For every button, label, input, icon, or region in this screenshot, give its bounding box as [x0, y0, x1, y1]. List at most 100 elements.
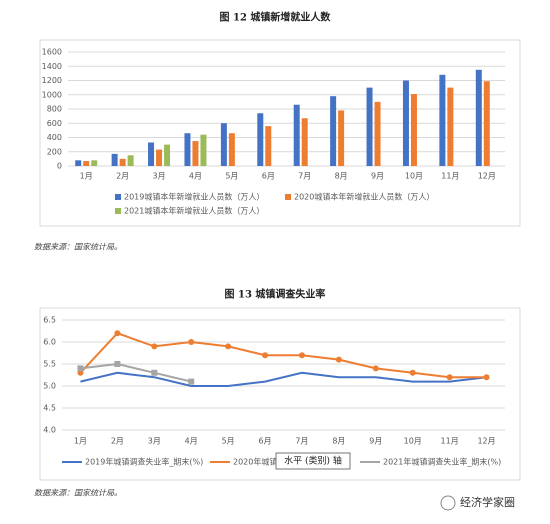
bar — [410, 94, 417, 166]
chart-title: 图 13 城镇调查失业率 — [225, 288, 326, 301]
source-note: 数据来源：国家统计局。 — [34, 243, 122, 252]
x-tick-label: 9月 — [369, 437, 382, 446]
tooltip-box — [275, 452, 351, 470]
point — [262, 352, 269, 359]
point — [114, 330, 121, 337]
point — [372, 365, 379, 372]
bar — [91, 160, 98, 166]
x-tick-label: 9月 — [371, 172, 384, 181]
legend-swatch — [115, 208, 121, 214]
bar — [83, 161, 90, 166]
tooltip: 水平 (类别) 轴 — [284, 455, 342, 467]
y-tick-label: 5.0 — [43, 382, 56, 391]
y-tick-label: 0 — [57, 162, 62, 171]
chart-frame — [39, 39, 521, 227]
point — [151, 343, 158, 350]
x-tick-label: 8月 — [332, 437, 345, 446]
x-tick-label: 10月 — [405, 172, 423, 181]
point — [446, 374, 453, 381]
bar — [475, 69, 482, 166]
point — [188, 339, 195, 345]
legend-label: 2021城镇本年新增就业人员数（万人） — [124, 206, 264, 216]
x-tick-label: 8月 — [335, 172, 348, 181]
bar — [111, 153, 118, 166]
legend-label: 2019年城镇调查失业率_期末(%) — [85, 457, 203, 467]
bar — [220, 123, 227, 166]
y-tick-label: 1200 — [42, 76, 62, 85]
source-note: 数据来源：国家统计局。 — [34, 489, 122, 498]
line-series — [79, 332, 487, 379]
x-tick-label: 11月 — [441, 172, 459, 181]
watermark-icon — [440, 495, 456, 511]
bar — [257, 113, 264, 166]
x-tick-label: 6月 — [262, 172, 275, 181]
bar — [148, 142, 155, 166]
y-tick-label: 4.5 — [43, 404, 56, 413]
legend-swatch — [115, 194, 121, 200]
legend-label: 2021年城镇调查失业率_期末(%) — [383, 457, 501, 467]
y-tick-label: 1400 — [42, 62, 62, 71]
bar — [338, 110, 345, 166]
y-tick-label: 800 — [47, 105, 62, 114]
point — [409, 369, 416, 376]
x-tick-label: 4月 — [185, 437, 198, 446]
line-series — [80, 371, 487, 387]
y-tick-label: 400 — [47, 133, 62, 142]
bar — [483, 81, 490, 166]
line-series — [80, 362, 192, 383]
bar — [301, 118, 308, 166]
y-tick-label: 200 — [47, 147, 62, 156]
bar — [265, 126, 272, 166]
point — [114, 361, 121, 367]
bar — [164, 144, 171, 166]
x-tick-label: 2月 — [111, 437, 124, 446]
x-tick-label: 6月 — [258, 437, 271, 446]
chart-frame — [39, 307, 521, 481]
bar — [228, 133, 235, 166]
y-tick-label: 6.0 — [43, 338, 56, 347]
point — [225, 343, 232, 350]
bar — [439, 74, 446, 166]
x-tick-label: 5月 — [222, 437, 235, 446]
y-tick-label: 1000 — [42, 90, 62, 99]
point — [335, 356, 342, 363]
x-tick-label: 10月 — [404, 437, 422, 446]
x-tick-label: 11月 — [441, 437, 459, 446]
bar — [127, 155, 134, 166]
bar — [200, 134, 207, 166]
watermark: 经济学家圈 — [460, 495, 515, 509]
bar — [156, 149, 163, 166]
y-tick-label: 4.0 — [43, 426, 56, 435]
bar — [447, 87, 454, 166]
x-tick-label: 7月 — [295, 437, 308, 446]
bar — [402, 80, 409, 166]
point — [77, 365, 84, 372]
bar — [366, 87, 373, 166]
x-tick-label: 2月 — [116, 172, 129, 181]
x-tick-label: 7月 — [298, 172, 311, 181]
bar — [192, 141, 199, 166]
legend-label: 2019城镇本年新增就业人员数（万人） — [124, 192, 264, 202]
point — [151, 369, 158, 376]
x-tick-label: 3月 — [148, 437, 161, 446]
point — [483, 374, 490, 381]
bar — [75, 160, 82, 166]
x-tick-label: 12月 — [477, 437, 495, 446]
x-tick-label: 4月 — [189, 172, 202, 181]
x-tick-label: 5月 — [225, 172, 238, 181]
bar — [374, 101, 381, 166]
x-tick-label: 1月 — [74, 437, 87, 446]
y-tick-label: 600 — [47, 119, 62, 128]
y-tick-label: 5.5 — [43, 360, 56, 369]
point — [298, 352, 305, 359]
bar — [184, 133, 191, 166]
bar — [330, 96, 337, 166]
y-tick-label: 1600 — [42, 48, 62, 57]
y-tick-label: 6.5 — [43, 316, 56, 325]
legend-label: 2020城镇本年新增就业人员数（万人） — [294, 192, 434, 202]
x-tick-label: 3月 — [152, 172, 165, 181]
x-tick-label: 1月 — [80, 172, 93, 181]
bar — [293, 104, 300, 166]
